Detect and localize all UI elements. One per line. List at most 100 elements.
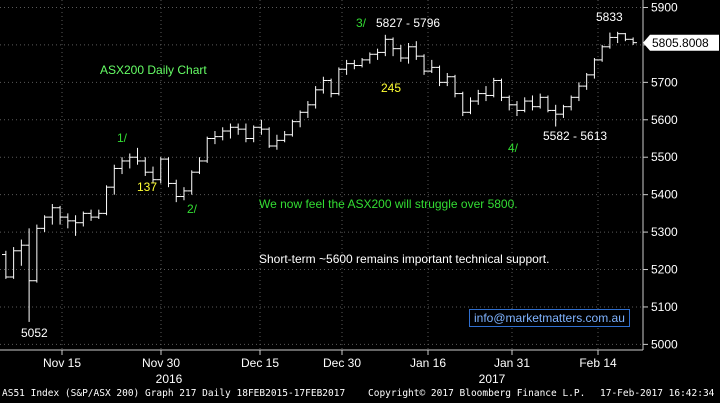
ohlc-bar [327, 78, 335, 98]
ohlc-bar [172, 179, 181, 203]
x-tick-label: Nov 30 [142, 356, 180, 370]
last-price-tag [643, 34, 719, 51]
ohlc-bar [125, 153, 134, 169]
ohlc-bar [249, 125, 258, 143]
ohlc-bar [149, 166, 157, 184]
ohlc-bar [71, 215, 80, 236]
ohlc-bar [334, 67, 343, 96]
y-tick-label: 5900 [651, 0, 678, 14]
ohlc-bar [9, 247, 18, 279]
footer-timestamp: 17-Feb-2017 16:42:34 [600, 388, 715, 399]
ohlc-bar [234, 123, 243, 135]
ohlc-bar [551, 104, 560, 127]
year-label-2016: 2016 [156, 372, 183, 385]
ohlc-bar [389, 37, 397, 57]
y-axis: 5000510052005300540055005600570058005900… [642, 0, 719, 351]
ohlc-bar [242, 123, 250, 143]
ohlc-bar [156, 157, 165, 184]
ohlc-bar [226, 123, 235, 139]
x-tick-label: Jan 16 [410, 356, 446, 370]
y-tick-label: 5300 [651, 225, 678, 239]
chart-title: ASX200 Daily Chart [100, 63, 207, 77]
x-tick-label: Jan 31 [494, 356, 530, 370]
ohlc-bar [598, 44, 607, 62]
ohlc-bar [187, 170, 196, 195]
ohlc-bar [265, 127, 274, 148]
range-wave3-label: 5827 - 5796 [376, 16, 440, 30]
low-5052-label: 5052 [21, 326, 48, 340]
ohlc-bar [102, 185, 111, 216]
ohlc-bar [118, 157, 126, 175]
ohlc-bar [489, 77, 498, 98]
y-tick-label: 5500 [651, 150, 678, 164]
y-tick-label: 5100 [651, 300, 678, 314]
ohlc-bar [582, 72, 591, 90]
ohlc-bar [606, 32, 614, 49]
ohlc-bar [544, 95, 552, 113]
ohlc-bar [350, 59, 359, 70]
ohlc-bar [451, 74, 459, 98]
ohlc-bar [497, 78, 506, 102]
footer-copyright: Copyright© 2017 Bloomberg Finance L.P. [368, 388, 586, 399]
ohlc-bar [63, 213, 72, 229]
ohlc-bar [311, 86, 320, 109]
ohlc-bar [203, 136, 212, 163]
ohlc-bar [474, 89, 483, 105]
y-tick-label: 5400 [651, 188, 678, 202]
ohlc-bar [319, 76, 328, 94]
ohlc-bar [48, 204, 57, 225]
comment-resistance: We now feel the ASX200 will struggle ove… [259, 197, 518, 211]
ohlc-bar [435, 65, 444, 87]
chart-grid [0, 0, 643, 350]
ohlc-bar [257, 119, 266, 135]
ohlc-bar [180, 187, 188, 201]
ohlc-bar [288, 119, 297, 137]
x-tick-label: Dec 15 [241, 356, 279, 370]
ohlc-bar [458, 91, 467, 117]
ohlc-bar [420, 54, 428, 75]
ohlc-bar [621, 32, 630, 42]
x-tick-label: Dec 30 [323, 356, 361, 370]
ohlc-bar [358, 58, 366, 68]
ohlc-bar [296, 110, 305, 128]
ohlc-bar [211, 131, 219, 145]
ohlc-bar [133, 147, 142, 165]
ohlc-bar [304, 101, 312, 118]
ohlc-bar [25, 228, 33, 322]
y-tick-label: 5000 [651, 337, 678, 351]
ohlc-bar [94, 209, 103, 219]
chart-annotations: ASX200 Daily Chart 1/2/3/4/5052 137 245 5827… [21, 10, 623, 340]
x-axis: Nov 15 Nov 30 Dec 15 Dec 30 Jan 16 Jan 31 Feb … [0, 349, 643, 385]
bloomberg-footer: AS51 Index (S&P/ASX 200) Graph 217 Daily… [0, 385, 720, 403]
ohlc-bar [40, 215, 49, 233]
ohlc-bar [381, 34, 390, 57]
asx200-chart: 5000510052005300540055005600570058005900… [0, 0, 719, 385]
ohlc-bars [2, 31, 637, 322]
ohlc-bar [482, 86, 490, 102]
ohlc-bar [273, 134, 281, 150]
wave-label-4: 4/ [508, 141, 519, 155]
ohlc-bar [218, 127, 227, 141]
ohlc-bar [575, 82, 583, 102]
ohlc-bar [280, 131, 289, 143]
ohlc-bar [536, 93, 545, 109]
ohlc-bar [513, 101, 521, 117]
ohlc-bar [629, 37, 637, 45]
ohlc-bar [590, 58, 599, 79]
high-5833-label: 5833 [596, 10, 623, 24]
ohlc-bar [505, 95, 514, 111]
year-label-2017: 2017 [479, 372, 506, 385]
ohlc-bar [396, 44, 405, 62]
wave-label-3: 3/ [356, 16, 367, 30]
comment-support: Short-term ~5600 remains important techn… [259, 252, 549, 266]
ohlc-bar [520, 97, 529, 113]
footer-security: AS51 Index (S&P/ASX 200) Graph 217 Daily… [2, 388, 346, 399]
ohlc-bar [443, 72, 452, 87]
ohlc-bar [404, 43, 413, 64]
ohlc-bar [559, 104, 568, 118]
email-link[interactable]: info@marketmatters.com.au [469, 309, 630, 327]
ohlc-bar [427, 59, 436, 73]
ohlc-bar [466, 97, 475, 115]
x-tick-label: Feb 14 [579, 356, 617, 370]
ohlc-bar [110, 164, 119, 195]
